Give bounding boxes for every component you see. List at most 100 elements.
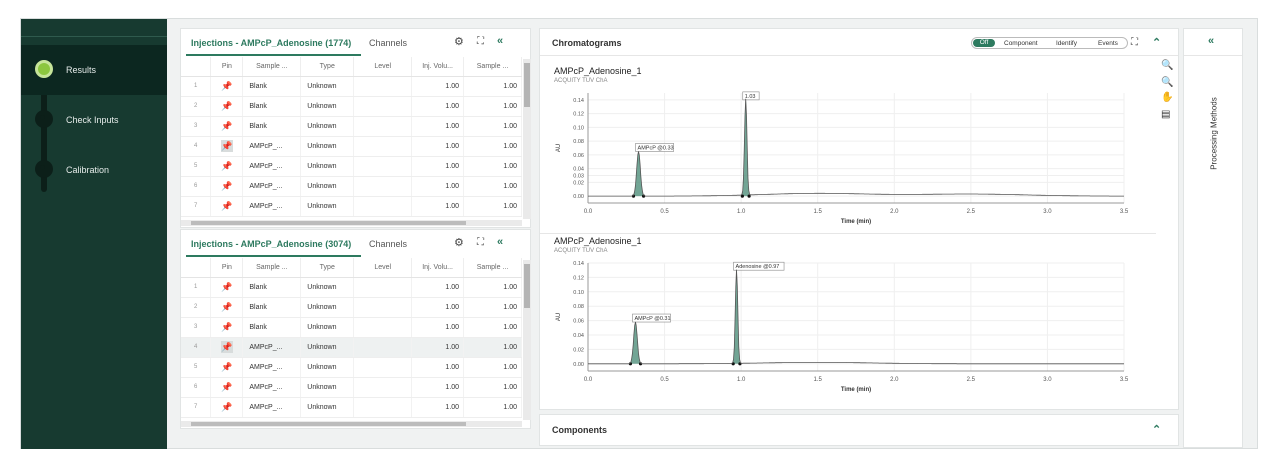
pin-icon[interactable]: 📌 (221, 100, 233, 111)
pin-icon[interactable]: 📌 (221, 401, 233, 412)
y-tick-label: 0.10 (573, 125, 584, 131)
peak-label: AMPcP @0.33 (638, 145, 674, 151)
toggle-off-option[interactable]: Off (973, 39, 995, 47)
column-header-sample[interactable]: Sample ... (242, 57, 302, 77)
column-header-sample-2[interactable]: Sample ... (463, 258, 522, 278)
vertical-scrollbar[interactable] (523, 260, 531, 420)
nav-item-results[interactable]: Results (21, 45, 167, 95)
pinned-icon[interactable]: 📌 (220, 140, 233, 152)
double-chevron-left-icon[interactable]: « (497, 35, 504, 47)
nav-item-check-inputs[interactable]: Check Inputs (21, 95, 167, 145)
table-row[interactable]: 1 📌 Blank Unknown 1.00 1.00 (181, 76, 522, 97)
chart-title: AMPcP_Adenosine_1 (554, 236, 642, 246)
peak-label-box (635, 143, 674, 152)
nav-item-calibration[interactable]: Calibration (21, 145, 167, 195)
x-tick-label: 0.0 (584, 209, 593, 215)
column-header-level[interactable]: Level (353, 57, 413, 77)
y-tick-label: 0.14 (573, 98, 584, 104)
pinned-icon[interactable]: 📌 (220, 341, 233, 353)
table-row[interactable]: 1 📌 Blank Unknown 1.00 1.00 (181, 277, 522, 298)
column-header-inj-volume[interactable]: Inj. Volu... (411, 258, 465, 278)
x-tick-label: 3.5 (1120, 209, 1129, 215)
label-mode-toggle[interactable]: Off Component Identify Events (971, 37, 1128, 49)
double-chevron-left-icon[interactable]: « (497, 236, 504, 248)
table-row[interactable]: 3 📌 Blank Unknown 1.00 1.00 (181, 317, 522, 338)
gear-icon[interactable]: ⚙ (454, 237, 464, 249)
pin-icon[interactable]: 📌 (221, 120, 233, 131)
column-header-level[interactable]: Level (353, 258, 413, 278)
table-row[interactable]: 3 📌 Blank Unknown 1.00 1.00 (181, 116, 522, 137)
table-row[interactable]: 4 📌 AMPcP_... Unknown 1.00 1.00 (181, 136, 522, 157)
y-tick-label: 0.00 (573, 362, 584, 368)
x-tick-label: 3.0 (1043, 209, 1052, 215)
table-row-selected[interactable]: 4 📌 AMPcP_... Unknown 1.00 1.00 (181, 337, 522, 358)
double-chevron-up-icon[interactable]: ⌃ (1152, 37, 1162, 49)
nav-item-label: Check Inputs (66, 115, 119, 125)
chromatogram-chart-2[interactable]: 0.0 0.5 1.0 1.5 2.0 2.5 3.0 3.5 0.00 0.02 0.04 0.06… (550, 255, 1150, 401)
pin-icon[interactable]: 📌 (221, 160, 233, 171)
column-header-pin[interactable]: Pin (210, 57, 244, 77)
nav-item-label: Calibration (66, 165, 110, 175)
column-header-inj-volume[interactable]: Inj. Volu... (411, 57, 465, 77)
expand-icon[interactable]: ⛶ (477, 237, 484, 248)
table-row[interactable]: 5 📌 AMPcP_... Unknown 1.00 1.00 (181, 156, 522, 177)
y-tick-label: 0.00 (573, 194, 584, 200)
horizontal-scrollbar[interactable] (181, 220, 522, 226)
table-row[interactable]: 7 📌 AMPcP_... Unknown 1.00 1.00 (181, 196, 522, 217)
column-header-pin[interactable]: Pin (210, 258, 244, 278)
column-header-sample[interactable]: Sample ... (242, 258, 302, 278)
double-chevron-left-icon[interactable]: « (1208, 35, 1215, 47)
table-row[interactable]: 6 📌 AMPcP_... Unknown 1.00 1.00 (181, 176, 522, 197)
x-tick-label: 3.0 (1043, 377, 1052, 383)
pin-icon[interactable]: 📌 (221, 80, 233, 91)
x-tick-label: 1.0 (737, 377, 746, 383)
y-tick-label: 0.03 (573, 174, 584, 180)
chromatogram-chart-1[interactable]: 0.0 0.5 1.0 1.5 2.0 2.5 3.0 3.5 0.00 0.020.030.04… (550, 85, 1150, 233)
table-row[interactable]: 5 📌 AMPcP_... Unknown 1.00 1.00 (181, 357, 522, 378)
expand-icon[interactable]: ⛶ (477, 36, 484, 47)
chevron-up-icon[interactable]: ⌃ (1152, 424, 1162, 436)
chart-title: AMPcP_Adenosine_1 (554, 66, 642, 76)
pin-icon[interactable]: 📌 (221, 281, 233, 292)
pin-icon[interactable]: 📌 (221, 200, 233, 211)
y-tick-label: 0.12 (573, 112, 584, 118)
toggle-events-option[interactable]: Events (1098, 40, 1118, 47)
vertical-scrollbar[interactable] (523, 59, 531, 219)
table-row[interactable]: 7 📌 AMPcP_... Unknown 1.00 1.00 (181, 397, 522, 418)
column-header-type[interactable]: Type (300, 57, 355, 77)
pin-icon[interactable]: 📌 (221, 180, 233, 191)
horizontal-scrollbar[interactable] (181, 421, 522, 427)
injections-title: Injections - AMPcP_Adenosine (3074) (191, 239, 352, 249)
hand-icon[interactable]: ✋ (1161, 92, 1174, 103)
table-row[interactable]: 2 📌 Blank Unknown 1.00 1.00 (181, 297, 522, 318)
pin-icon[interactable]: 📌 (221, 301, 233, 312)
y-tick-label: 0.06 (573, 153, 584, 159)
table-row[interactable]: 2 📌 Blank Unknown 1.00 1.00 (181, 96, 522, 117)
layers-icon[interactable]: ▤ (1161, 109, 1171, 120)
gear-icon[interactable]: ⚙ (454, 36, 464, 48)
peak-label-box (733, 261, 785, 271)
x-tick-label: 1.5 (814, 377, 823, 383)
column-header-number (181, 258, 212, 278)
step-icon (35, 110, 53, 128)
processing-methods-label[interactable]: Processing Methods (1209, 97, 1219, 170)
column-header-sample-2[interactable]: Sample ... (463, 57, 522, 77)
panel-divider (540, 55, 1178, 56)
column-header-type[interactable]: Type (300, 258, 355, 278)
toggle-component-option[interactable]: Component (1004, 40, 1038, 47)
table-row[interactable]: 6 📌 AMPcP_... Unknown 1.00 1.00 (181, 377, 522, 398)
y-axis-label: AU (556, 144, 562, 152)
y-tick-label: 0.12 (573, 275, 584, 281)
toggle-identify-option[interactable]: Identify (1056, 40, 1077, 47)
peak-area (630, 322, 641, 364)
injections-panel-2: Injections - AMPcP_Adenosine (3074) Chan… (180, 229, 531, 429)
zoom-in-icon[interactable]: 🔍 (1161, 60, 1174, 71)
y-tick-label: 0.04 (573, 333, 584, 339)
expand-icon[interactable]: ⛶ (1131, 37, 1138, 48)
zoom-out-icon[interactable]: 🔍 (1161, 77, 1174, 88)
tab-channels[interactable]: Channels (369, 239, 408, 249)
pin-icon[interactable]: 📌 (221, 321, 233, 332)
tab-channels[interactable]: Channels (369, 38, 408, 48)
pin-icon[interactable]: 📌 (221, 381, 233, 392)
pin-icon[interactable]: 📌 (221, 361, 233, 372)
